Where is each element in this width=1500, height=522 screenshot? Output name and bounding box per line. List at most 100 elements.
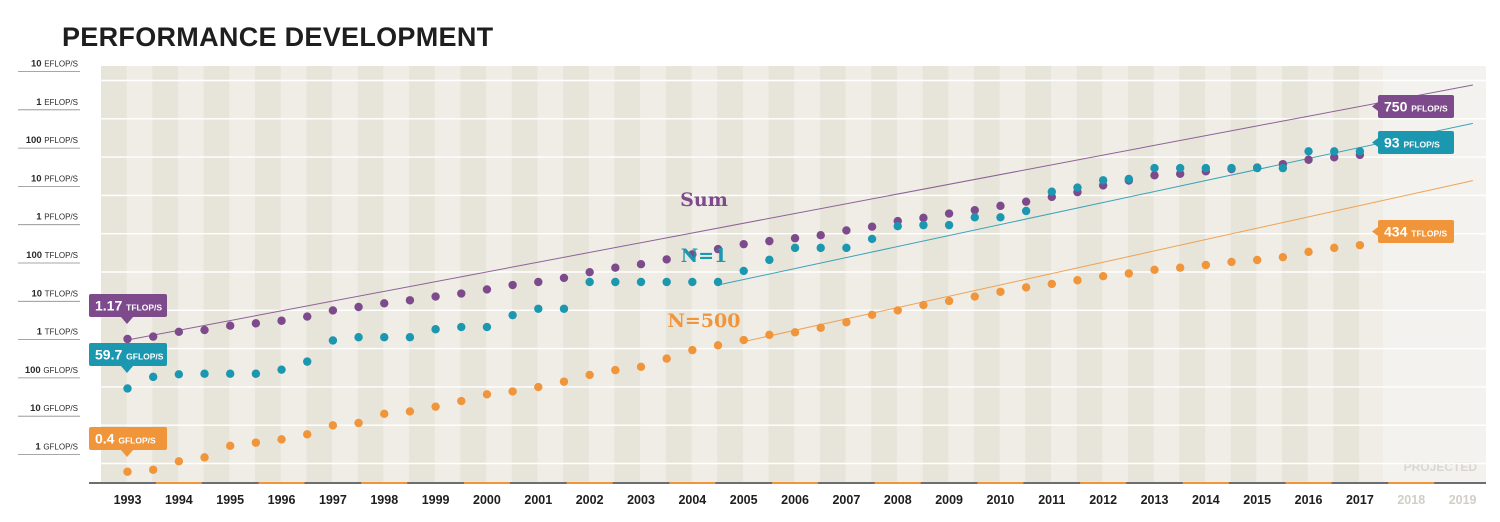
point-sum: [816, 230, 825, 240]
point-sum: [251, 319, 261, 328]
stripe: [1025, 66, 1051, 482]
point-sum: [123, 334, 132, 344]
x-tick-label: 1999: [422, 493, 450, 507]
point-n500: [174, 457, 184, 466]
point-n500: [303, 430, 312, 439]
point-sum: [559, 273, 569, 283]
callout-box: [89, 343, 167, 366]
stripe: [1230, 66, 1257, 482]
plot-background: PROJECTED: [101, 66, 1486, 482]
point-n500: [688, 345, 697, 355]
point-sum: [688, 250, 697, 259]
point-n1: [1047, 187, 1057, 196]
x-tick-label: 2005: [730, 493, 758, 507]
point-n500: [1253, 255, 1262, 265]
point-n500: [919, 300, 928, 310]
point-n1: [1073, 183, 1082, 192]
y-tick-label: 100 GFLOP/S: [25, 365, 78, 376]
x-tick-label: 2015: [1243, 493, 1271, 507]
point-sum: [200, 325, 209, 335]
point-n1: [1098, 176, 1108, 185]
point-n1: [1253, 163, 1262, 173]
point-n1: [174, 370, 184, 379]
stripe: [614, 66, 641, 482]
point-n500: [842, 318, 851, 327]
point-n500: [1201, 260, 1211, 270]
point-n500: [328, 421, 338, 430]
point-n1: [482, 322, 492, 332]
point-sum: [1304, 155, 1313, 164]
point-n500: [867, 310, 877, 320]
point-n1: [251, 369, 261, 378]
chart-title: PERFORMANCE DEVELOPMENT: [62, 22, 494, 52]
x-tick-label: 2011: [1038, 493, 1065, 507]
point-n1: [534, 304, 543, 313]
point-n1: [1304, 147, 1313, 156]
point-n1: [893, 222, 902, 231]
point-n500: [944, 296, 954, 306]
point-n500: [1304, 247, 1313, 257]
start-callout-sum: 1.17 TFLOP/S: [89, 294, 167, 324]
point-n1: [508, 310, 517, 320]
y-tick-label: 1 EFLOP/S: [36, 97, 78, 108]
point-n1: [919, 220, 928, 230]
start-callout-n1: 59.7 GFLOP/S: [89, 343, 167, 373]
point-n1: [277, 365, 286, 374]
point-n500: [1073, 276, 1082, 285]
point-sum: [508, 280, 517, 290]
point-n500: [1021, 283, 1031, 292]
point-n1: [1330, 147, 1339, 156]
x-axis: 1993 1994 1995 1996 1997 1998 1999 2000 2001 2002…: [89, 482, 1486, 507]
y-tick-label: 10 GFLOP/S: [30, 403, 78, 414]
series-labels: Sum N=1 N=500: [668, 189, 741, 332]
point-n1: [559, 304, 569, 313]
point-sum: [1175, 169, 1185, 179]
point-sum: [354, 302, 363, 312]
point-n1: [713, 277, 723, 287]
point-n1: [431, 325, 440, 334]
trend-lines: [127, 84, 1473, 343]
y-axis: 1 GFLOP/S 10 GFLOP/S 100 GFLOP/S 1 TFLOP/S 1…: [18, 59, 80, 455]
x-tick-label: 2000: [473, 493, 501, 507]
y-tick-label: 10 EFLOP/S: [31, 59, 78, 70]
point-n1: [457, 322, 466, 332]
point-sum: [226, 321, 235, 330]
point-n500: [431, 402, 440, 411]
point-n500: [636, 362, 646, 371]
point-n1: [970, 213, 979, 222]
x-tick-label: 1994: [165, 493, 193, 507]
point-n500: [713, 341, 723, 350]
point-sum: [944, 209, 954, 218]
y-tick-label: 10 TFLOP/S: [31, 288, 78, 299]
x-tick-label: 1997: [319, 493, 347, 507]
point-n500: [1330, 243, 1339, 253]
point-sum: [790, 234, 800, 243]
callout-text: 93 PFLOP/S: [1384, 135, 1440, 151]
point-sum: [662, 255, 671, 264]
point-n500: [405, 407, 415, 416]
point-sum: [842, 226, 851, 235]
point-n500: [739, 335, 748, 345]
y-tick-label: 1 PFLOP/S: [36, 212, 78, 223]
point-n1: [1021, 206, 1031, 216]
x-tick-label: 2003: [627, 493, 655, 507]
stripe: [871, 66, 897, 482]
x-tick-label: 2016: [1295, 493, 1323, 507]
callout-pointer: [121, 317, 133, 324]
callout-text: 0.4 GFLOP/S: [95, 431, 156, 447]
projected-label: PROJECTED: [1404, 460, 1478, 474]
stripe: [152, 66, 179, 482]
point-n1: [1124, 174, 1134, 184]
data-points: [123, 147, 1365, 476]
stripe: [409, 66, 435, 482]
point-n500: [148, 465, 158, 474]
x-tick-label: 2014: [1192, 493, 1220, 507]
callout-box: [89, 294, 167, 317]
x-tick-label: 1998: [370, 493, 398, 507]
point-n1: [611, 277, 620, 287]
end-callout-n1: 93 PFLOP/S: [1372, 131, 1454, 154]
point-n1: [1175, 163, 1185, 173]
callout-pointer: [121, 366, 133, 373]
point-sum: [457, 289, 466, 298]
point-sum: [534, 277, 543, 287]
